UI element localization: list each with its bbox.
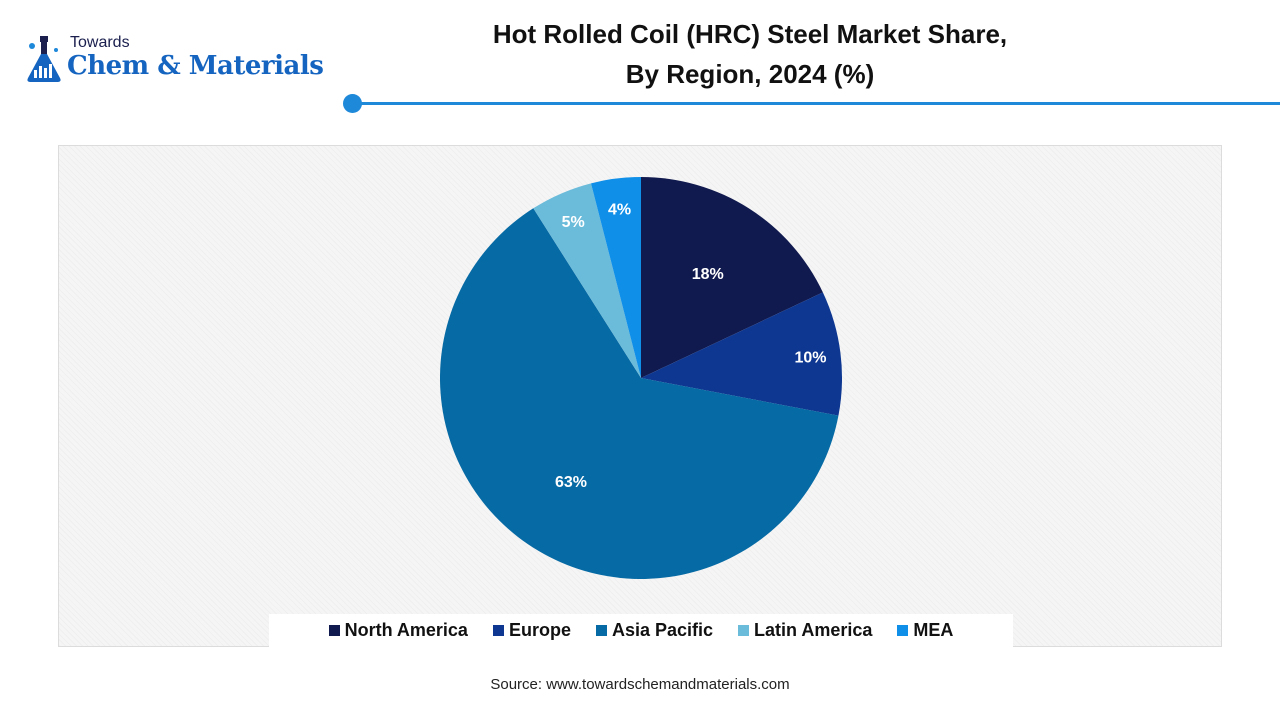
pie-slice-europe bbox=[641, 292, 843, 416]
data-label-europe: 10% bbox=[794, 350, 826, 367]
legend-swatch bbox=[738, 625, 750, 636]
pie-slice-mea bbox=[591, 177, 641, 378]
pie-slice-asia-pacific bbox=[440, 208, 839, 579]
data-label-mea: 4% bbox=[608, 201, 631, 218]
legend-swatch bbox=[595, 625, 607, 636]
source-text: Source: www.towardschemandmaterials.com bbox=[490, 676, 790, 693]
pie-slice-latin-america bbox=[533, 183, 641, 378]
legend-item-asia-pacific: Asia Pacific bbox=[595, 620, 714, 641]
legend-label: Europe bbox=[508, 620, 571, 640]
chart-legend: North America Europe Asia Pacific Latin Ame… bbox=[269, 614, 1013, 647]
chart-title-line1: Hot Rolled Coil (HRC) Steel Market Share… bbox=[492, 19, 1008, 49]
legend-item-mea: MEA bbox=[897, 620, 953, 641]
legend-item-north-america: North America bbox=[328, 620, 468, 641]
chart-panel: 18% 10% 63% 5% 4% bbox=[58, 145, 1222, 647]
logo: Towards Chem & Materials bbox=[22, 34, 342, 90]
data-label-latin-america: 5% bbox=[562, 214, 585, 231]
legend-item-europe: Europe bbox=[492, 620, 571, 641]
legend-label: Latin America bbox=[754, 620, 873, 640]
data-label-north-america: 18% bbox=[692, 266, 724, 283]
legend-swatch bbox=[328, 625, 340, 636]
legend-item-latin-america: Latin America bbox=[738, 620, 872, 641]
legend-swatch bbox=[897, 625, 909, 636]
pie-chart: 18% 10% 63% 5% 4% bbox=[440, 177, 843, 579]
pie-slice-north-america bbox=[641, 177, 823, 378]
flask-logo-icon bbox=[27, 36, 61, 82]
legend-label: North America bbox=[344, 620, 468, 640]
chart-title-line2: By Region, 2024 (%) bbox=[625, 59, 875, 89]
logo-top-text: Towards bbox=[70, 34, 130, 51]
legend-label: MEA bbox=[913, 620, 954, 640]
data-label-asia-pacific: 63% bbox=[555, 474, 587, 491]
legend-swatch bbox=[492, 625, 504, 636]
logo-main-text: Chem & Materials bbox=[67, 51, 324, 81]
legend-label: Asia Pacific bbox=[611, 620, 714, 640]
header-divider bbox=[352, 102, 1280, 105]
header-divider-dot bbox=[343, 94, 362, 113]
